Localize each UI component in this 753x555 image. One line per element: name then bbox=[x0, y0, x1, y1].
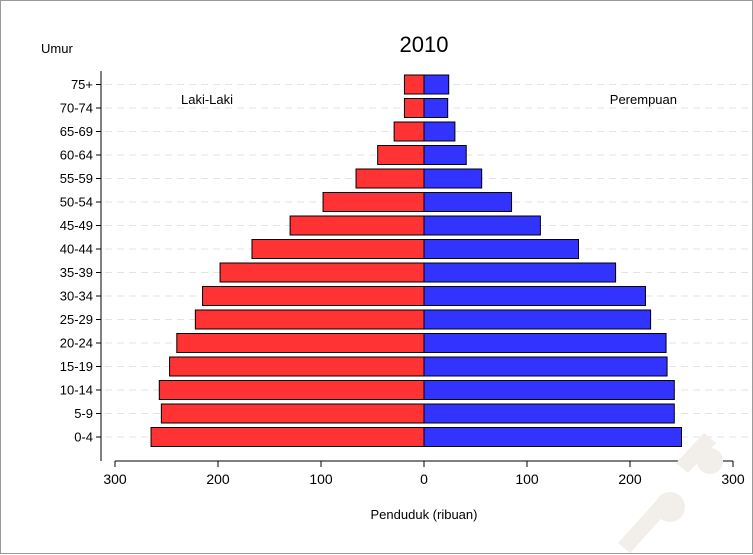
y-tick-label-35-39: 35-39 bbox=[60, 265, 93, 280]
bar-laki-laki-35-39 bbox=[219, 262, 425, 283]
x-tick-label-0: 300 bbox=[103, 471, 127, 487]
y-tick-label-70-74: 70-74 bbox=[60, 101, 93, 116]
bar-laki-laki-65-69 bbox=[393, 121, 425, 142]
y-tick-label-15-19: 15-19 bbox=[60, 359, 93, 374]
y-tick-label-30-34: 30-34 bbox=[60, 289, 93, 304]
y-tick-label-65-69: 65-69 bbox=[60, 124, 93, 139]
bar-perempuan-30-34 bbox=[423, 286, 646, 306]
y-tick-label-40-44: 40-44 bbox=[60, 242, 93, 257]
bar-perempuan-45-49 bbox=[423, 215, 541, 236]
bar-laki-laki-60-64 bbox=[377, 145, 425, 165]
series-label-perempuan: Perempuan bbox=[610, 92, 677, 107]
y-tick-label-55-59: 55-59 bbox=[60, 171, 93, 186]
y-tick-label-75+: 75+ bbox=[71, 77, 93, 92]
bar-laki-laki-10-14 bbox=[158, 380, 425, 400]
bar-laki-laki-15-19 bbox=[169, 356, 425, 377]
x-tick-label-6: 300 bbox=[721, 471, 745, 487]
chart-title: 2010 bbox=[400, 32, 449, 57]
y-tick-label-50-54: 50-54 bbox=[60, 195, 93, 210]
bar-perempuan-60-64 bbox=[423, 145, 467, 165]
bars-layer bbox=[150, 74, 682, 447]
y-tick-label-25-29: 25-29 bbox=[60, 312, 93, 327]
bar-perempuan-10-14 bbox=[423, 380, 675, 400]
bar-laki-laki-75+ bbox=[403, 74, 425, 95]
y-tick-label-5-9: 5-9 bbox=[74, 406, 93, 421]
bar-laki-laki-55-59 bbox=[355, 168, 425, 189]
y-tick-label-20-24: 20-24 bbox=[60, 336, 93, 351]
y-tick-label-10-14: 10-14 bbox=[60, 383, 93, 398]
y-axis-title: Umur bbox=[41, 41, 73, 56]
bar-laki-laki-0-4 bbox=[150, 427, 425, 447]
bar-perempuan-75+ bbox=[423, 74, 450, 95]
bar-laki-laki-25-29 bbox=[194, 309, 425, 330]
bar-laki-laki-5-9 bbox=[160, 403, 425, 424]
x-tick-label-1: 200 bbox=[206, 471, 230, 487]
bar-perempuan-50-54 bbox=[423, 192, 513, 212]
bar-perempuan-55-59 bbox=[423, 168, 483, 189]
bar-perempuan-15-19 bbox=[423, 356, 668, 377]
bar-perempuan-70-74 bbox=[423, 98, 449, 118]
bar-laki-laki-50-54 bbox=[322, 192, 425, 212]
bar-perempuan-0-4 bbox=[423, 427, 682, 447]
y-tick-label-60-64: 60-64 bbox=[60, 148, 93, 163]
bar-perempuan-25-29 bbox=[423, 309, 652, 330]
x-tick-label-4: 100 bbox=[515, 471, 539, 487]
x-tick-label-5: 200 bbox=[618, 471, 642, 487]
y-tick-label-45-49: 45-49 bbox=[60, 218, 93, 233]
bar-laki-laki-45-49 bbox=[289, 215, 425, 236]
x-tick-label-2: 100 bbox=[309, 471, 333, 487]
axis-layer: 0-4 5-9 10-14 15-19 20-24 25-29 30-34 35-39 40-4… bbox=[60, 71, 745, 487]
bar-laki-laki-30-34 bbox=[202, 286, 425, 306]
bar-perempuan-20-24 bbox=[423, 333, 667, 353]
x-tick-label-3: 0 bbox=[420, 471, 428, 487]
series-label-laki-laki: Laki-Laki bbox=[181, 92, 233, 107]
bar-perempuan-35-39 bbox=[423, 262, 617, 283]
bar-laki-laki-40-44 bbox=[251, 239, 425, 259]
x-axis-title: Penduduk (ribuan) bbox=[371, 507, 478, 522]
y-tick-label-0-4: 0-4 bbox=[74, 430, 93, 445]
bar-laki-laki-20-24 bbox=[176, 333, 425, 353]
bar-perempuan-65-69 bbox=[423, 121, 456, 142]
text-layer: 2010 Umur Penduduk (ribuan) Laki-Laki Pe… bbox=[41, 32, 677, 522]
bar-laki-laki-70-74 bbox=[403, 98, 425, 118]
bar-perempuan-40-44 bbox=[423, 239, 579, 259]
bar-perempuan-5-9 bbox=[423, 403, 675, 424]
